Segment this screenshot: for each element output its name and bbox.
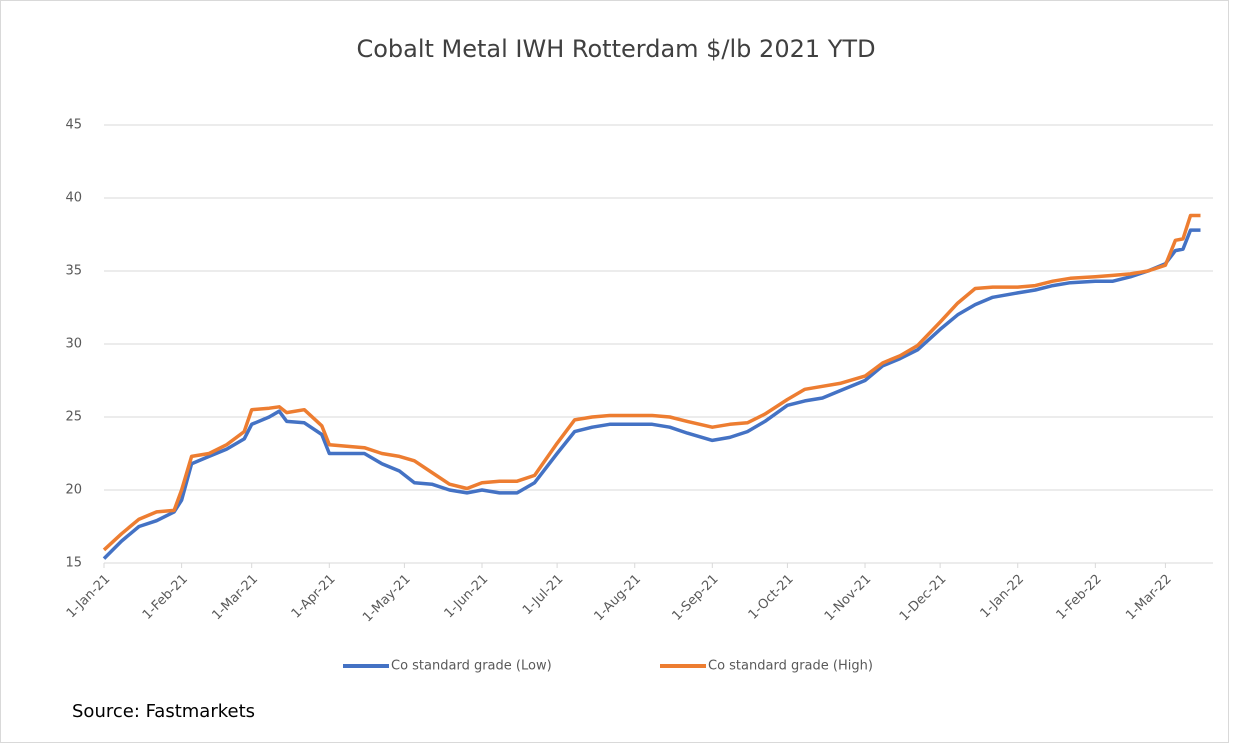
legend-label: Co standard grade (High) [708,659,873,674]
series-line [102,213,1201,552]
y-tick-label: 40 [65,191,82,206]
y-tick-label: 20 [65,483,82,498]
y-tick-label: 15 [65,556,82,571]
legend-label: Co standard grade (Low) [391,659,552,674]
y-tick-label: 45 [65,118,82,133]
y-tick-label: 30 [65,337,82,352]
y-tick-label: 35 [65,264,82,279]
source: Source: Fastmarkets [72,701,255,722]
y-tick-label: 25 [65,410,82,425]
series-line [102,228,1201,560]
chart-title: Cobalt Metal IWH Rotterdam $/lb 2021 YTD [356,35,875,63]
